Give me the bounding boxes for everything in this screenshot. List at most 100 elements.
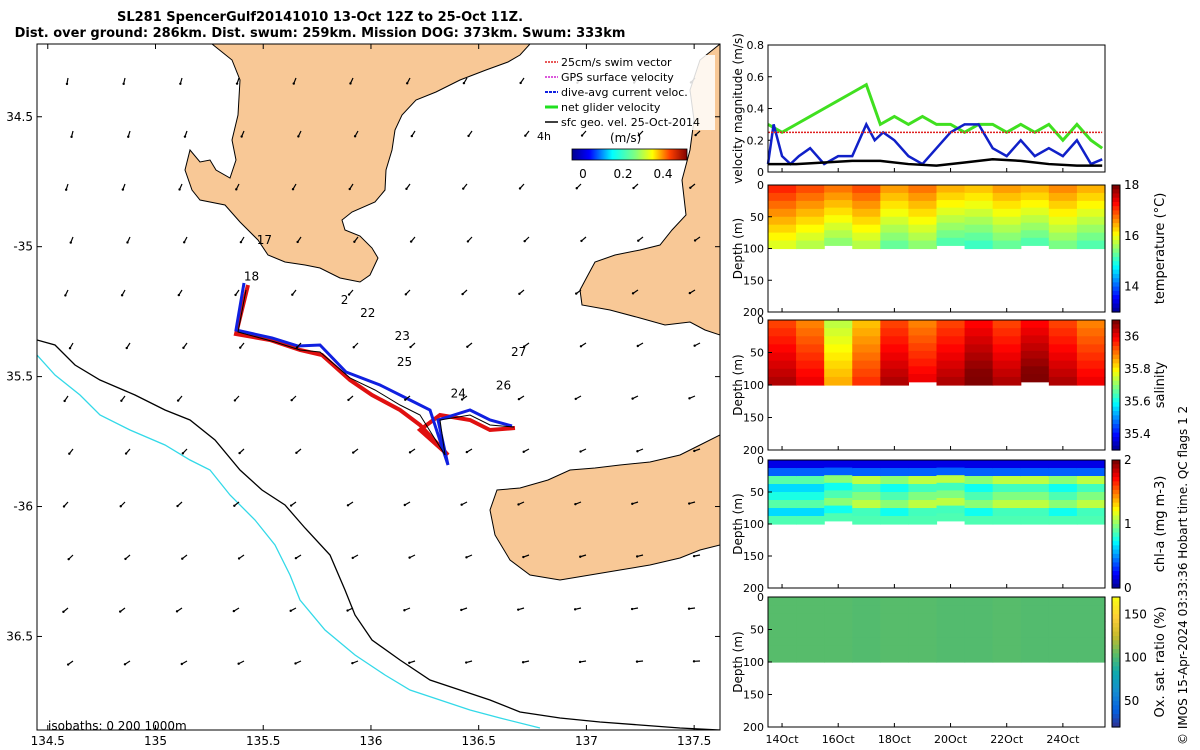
heatmap-cell xyxy=(908,468,938,477)
day-label: 25 xyxy=(397,355,412,369)
heatmap-cell xyxy=(852,368,881,378)
colorbar-tick: 150 xyxy=(1124,607,1147,621)
date-tick: 24Oct xyxy=(1046,733,1080,746)
heatmap-cell xyxy=(992,508,1022,517)
heatmap-cell xyxy=(880,224,910,234)
heatmap-cell xyxy=(908,653,938,663)
day-label: 24 xyxy=(451,386,466,400)
heatmap-cell xyxy=(1076,185,1106,194)
heatmap-cell xyxy=(964,376,994,386)
heatmap-cell xyxy=(964,320,994,329)
heatmap-cell xyxy=(768,629,797,639)
heatmap-cell xyxy=(936,597,966,606)
heatmap-cell xyxy=(908,484,938,493)
heatmap-cell xyxy=(992,320,1022,329)
heatmap-cell xyxy=(992,360,1022,370)
heatmap-cell xyxy=(992,645,1022,655)
heatmap-cell xyxy=(796,344,825,354)
glider-track-blue xyxy=(234,282,513,466)
heatmap-cell xyxy=(936,621,966,631)
heatmap-cell xyxy=(880,629,910,639)
depth-label: Depth (m) xyxy=(731,354,745,415)
title-line-1: SL281 SpencerGulf20141010 13-Oct 12Z to … xyxy=(116,10,524,25)
heatmap-cell xyxy=(824,230,853,239)
day-label: 2 xyxy=(341,293,349,307)
heatmap-cell xyxy=(1076,240,1106,250)
heatmap-cell xyxy=(964,484,994,493)
heatmap-cell xyxy=(852,500,881,509)
heatmap-cell xyxy=(1020,215,1050,224)
date-tick: 20Oct xyxy=(934,733,968,746)
heatmap-cell xyxy=(852,597,881,606)
heatmap-cell xyxy=(796,516,825,525)
heatmap-cell xyxy=(796,508,825,517)
heatmap-cell xyxy=(992,240,1022,250)
heatmap-cell xyxy=(964,240,994,250)
heatmap-cell xyxy=(992,653,1022,663)
colorbar-tick: 16 xyxy=(1124,229,1139,243)
heatmap-cell xyxy=(992,605,1022,614)
cb-tick-2: 0.4 xyxy=(653,167,672,181)
heatmap-cell xyxy=(964,336,994,345)
heatmap-cell xyxy=(964,605,994,614)
heatmap-cell xyxy=(992,484,1022,493)
depth-tick: 100 xyxy=(743,243,764,256)
velocity-series-line xyxy=(768,158,1103,167)
heatmap-cell xyxy=(1076,653,1106,663)
date-tick: 16Oct xyxy=(822,733,856,746)
heatmap-cell xyxy=(768,344,797,354)
heatmap-cell xyxy=(768,352,797,362)
heatmap-cell xyxy=(824,505,853,514)
heatmap-cell xyxy=(1048,208,1078,218)
heatmap-cell xyxy=(936,237,966,246)
heatmap-cell xyxy=(880,208,910,218)
heatmap-cell xyxy=(1048,368,1078,378)
glider-track-red xyxy=(233,284,516,457)
heatmap-cell xyxy=(880,613,910,622)
heatmap-cell xyxy=(796,613,825,622)
depth-tick: 100 xyxy=(743,518,764,531)
heatmap-cell xyxy=(1020,492,1050,501)
heatmap-cell xyxy=(768,621,797,631)
heatmap-cell xyxy=(1076,492,1106,501)
heatmap-cell xyxy=(824,200,853,209)
heatmap-cell xyxy=(852,320,881,329)
colorbar-tick: 0 xyxy=(1124,581,1132,595)
heatmap-cell xyxy=(908,350,938,360)
heatmap-cell xyxy=(936,336,966,345)
depth-label: Depth (m) xyxy=(731,493,745,554)
heatmap-cell xyxy=(1076,232,1106,242)
heatmap-cell xyxy=(768,320,797,329)
heatmap-cell xyxy=(768,653,797,663)
heatmap-cell xyxy=(908,232,938,242)
colorbar-title: Ox. sat. ratio (%) xyxy=(1153,607,1168,718)
heatmap-cell xyxy=(964,621,994,631)
heatmap-cell xyxy=(768,208,797,218)
heatmap-cell xyxy=(1076,192,1106,202)
heatmap-cell xyxy=(1076,320,1106,329)
heatmap-cell xyxy=(1048,605,1078,614)
heatmap-cell xyxy=(852,484,881,493)
glider-track-black xyxy=(237,289,515,456)
heatmap-cell xyxy=(1048,240,1078,250)
heatmap-cell xyxy=(1020,222,1050,231)
vel-ytick: 0.4 xyxy=(747,103,765,116)
day-label: 27 xyxy=(511,345,526,359)
depth-label: Depth (m) xyxy=(731,218,745,279)
heatmap-cell xyxy=(964,629,994,639)
chart-title: SL281 SpencerGulf20141010 13-Oct 12Z to … xyxy=(0,10,640,42)
heatmap-cell xyxy=(852,468,881,477)
heatmap-cell xyxy=(908,597,938,606)
heatmap-cell xyxy=(768,376,797,386)
heatmap-cell xyxy=(992,344,1022,354)
heatmap-cell xyxy=(852,192,881,202)
heatmap-cell xyxy=(964,200,994,210)
heatmap-cell xyxy=(1048,460,1078,469)
heatmap-cell xyxy=(1020,508,1050,517)
vel-ytick: 0.6 xyxy=(747,71,765,84)
heatmap-cell xyxy=(1048,320,1078,329)
heatmap-cell xyxy=(796,637,825,647)
heatmap-cell xyxy=(1020,621,1050,631)
colorbar-tick: 36 xyxy=(1124,329,1139,343)
